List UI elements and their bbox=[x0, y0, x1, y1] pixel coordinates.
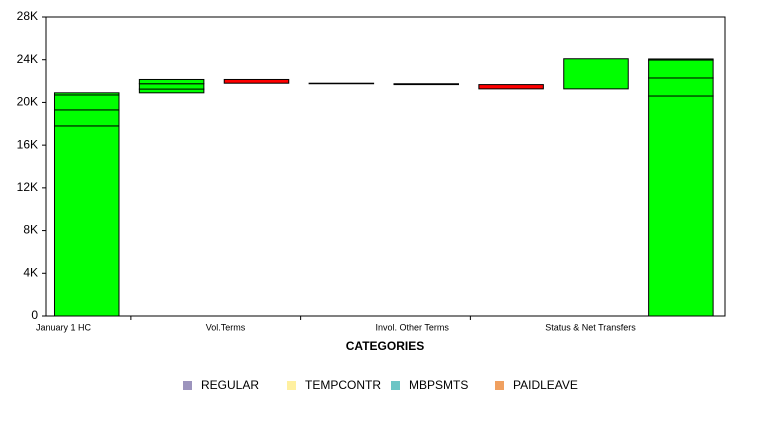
legend-swatch bbox=[287, 381, 296, 390]
y-tick-label: 4K bbox=[23, 265, 38, 279]
y-tick-label: 24K bbox=[17, 52, 38, 66]
bar-segment bbox=[393, 83, 459, 86]
legend-swatch bbox=[495, 381, 504, 390]
y-tick-label: 16K bbox=[17, 137, 38, 151]
bar-segment bbox=[53, 94, 120, 111]
bar-segment bbox=[648, 77, 714, 97]
x-axis-title: CATEGORIES bbox=[346, 339, 424, 353]
bar-segment bbox=[53, 92, 120, 96]
legend-swatch bbox=[391, 381, 400, 390]
bar-segment bbox=[53, 125, 120, 317]
bar-segment bbox=[648, 58, 714, 61]
bar-segment bbox=[648, 95, 714, 317]
x-tick-label: Invol. Other Terms bbox=[376, 322, 450, 332]
x-tick-label: January 1 HC bbox=[36, 322, 92, 332]
bar-segment bbox=[563, 58, 629, 90]
legend-label: PAIDLEAVE bbox=[513, 378, 578, 392]
y-tick-label: 8K bbox=[23, 223, 38, 237]
bar-segment bbox=[308, 82, 375, 85]
legend-label: REGULAR bbox=[201, 378, 259, 392]
legend-swatch bbox=[183, 381, 192, 390]
bar-segment bbox=[223, 78, 290, 84]
bar-segment bbox=[138, 83, 205, 90]
legend-label: TEMPCONTR bbox=[305, 378, 381, 392]
bar-segment bbox=[648, 59, 714, 79]
legend-label: MBPSMTS bbox=[409, 378, 468, 392]
y-tick-label: 28K bbox=[17, 9, 38, 23]
bar-segment bbox=[138, 78, 205, 85]
x-tick-label: Vol.Terms bbox=[206, 322, 246, 332]
y-tick-label: 0 bbox=[31, 308, 38, 322]
bar-segment bbox=[478, 84, 544, 90]
y-tick-label: 12K bbox=[17, 180, 38, 194]
y-tick-label: 20K bbox=[17, 95, 38, 109]
plot-frame bbox=[45, 16, 726, 317]
x-tick-label: Status & Net Transfers bbox=[545, 322, 636, 332]
bar-segment bbox=[138, 88, 205, 94]
bar-segment bbox=[53, 109, 120, 127]
